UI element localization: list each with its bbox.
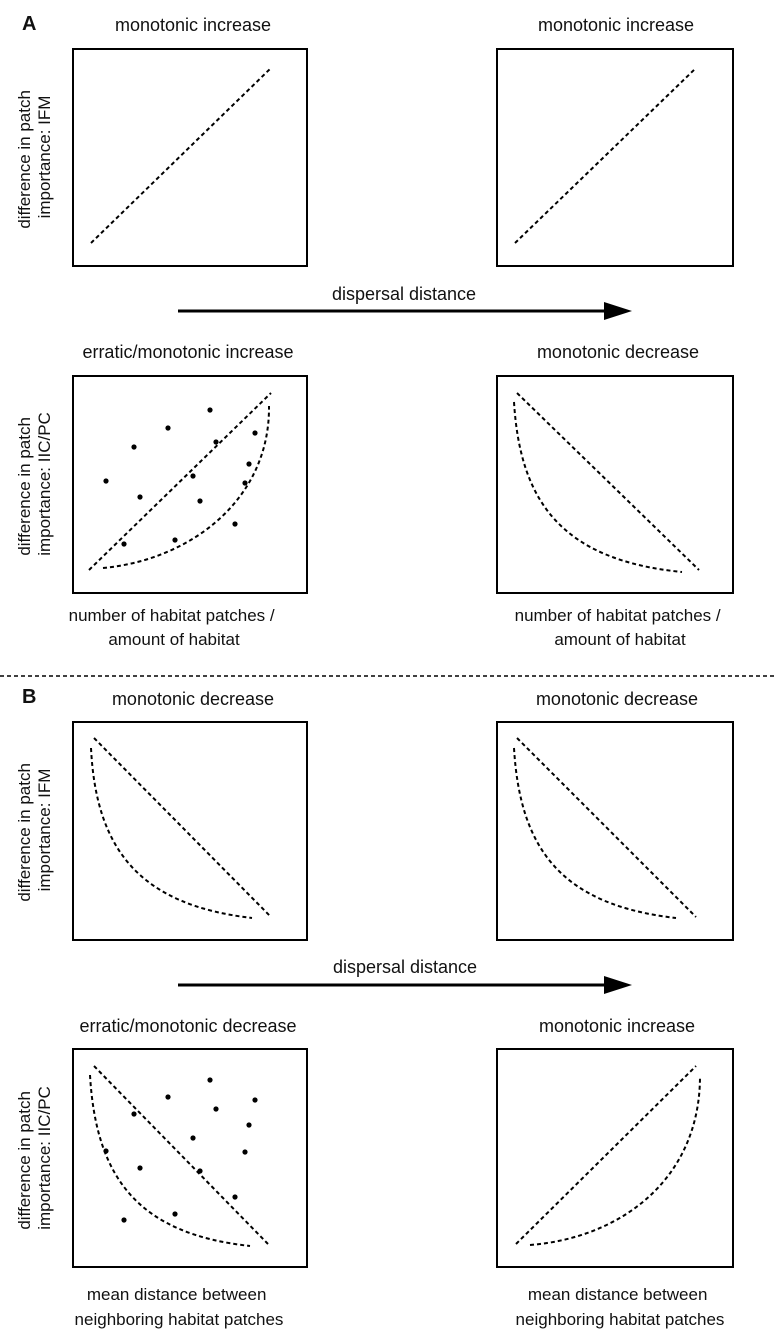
panel-a-xlabel-left-line2: amount of habitat	[108, 630, 240, 649]
panel-a-scatter	[103, 407, 258, 547]
panel-b-top-right-title: monotonic decrease	[536, 689, 698, 709]
panel-b-scatter-dot-13	[172, 1211, 178, 1217]
panel-a-scatter-dot-7	[190, 473, 196, 479]
panel-a-letter: A	[22, 13, 36, 35]
panel-a-arrow-label: dispersal distance	[332, 284, 476, 304]
panel-b-top-right-frame	[496, 721, 734, 941]
panel-b-top-left-curve	[90, 747, 253, 919]
panel-b-scatter-dot-9	[242, 1149, 248, 1155]
panel-a-bottom-right-frame	[496, 375, 734, 594]
panel-a-scatter-dot-2	[165, 425, 171, 431]
panel-b-xlabel-left-line2: neighboring habitat patches	[75, 1310, 284, 1329]
panel-a-ylabel-bottom-line1: difference in patch	[15, 417, 34, 556]
panel-b-bottom-right-curve	[529, 1075, 701, 1246]
panel-b-bottom-right-title: monotonic increase	[539, 1016, 695, 1036]
panel-b-top-right-line	[516, 737, 697, 918]
panel-b-scatter-dot-12	[232, 1194, 238, 1200]
panel-a-xlabel-right-line1: number of habitat patches /	[515, 606, 721, 625]
panel-b-scatter-dot-14	[121, 1217, 127, 1223]
panel-b-bottom-right-frame	[496, 1048, 734, 1268]
panel-b-top-left-title: monotonic decrease	[112, 689, 274, 709]
panel-b-top-left-frame	[72, 721, 308, 941]
panel-a-bottom-right-line	[516, 392, 700, 571]
panel-b-scatter-dot-1	[207, 1077, 213, 1083]
panel-b-scatter-dot-6	[246, 1122, 252, 1128]
panel-a-ylabel-bottom: difference in patch importance: IIC/PC	[15, 412, 54, 556]
panel-a-ylabel-top-line2: importance: IFM	[35, 96, 54, 219]
panel-a-bottom-left-curve	[102, 405, 271, 569]
panel-b-scatter-dot-2	[165, 1094, 171, 1100]
panel-a-arrow-head	[604, 302, 632, 320]
panel-b-bottom-left-line	[93, 1065, 269, 1245]
panel-b-scatter-dot-4	[213, 1106, 219, 1112]
panel-a-scatter-dot-14	[172, 537, 178, 543]
panel-b-xlabel-left: mean distance between neighboring habita…	[75, 1285, 284, 1329]
panel-a-scatter-dot-6	[246, 461, 252, 467]
panel-a-ylabel-top-line1: difference in patch	[15, 90, 34, 229]
panel-b-scatter-dot-8	[103, 1148, 109, 1154]
panel-a-xlabel-left: number of habitat patches / amount of ha…	[69, 606, 280, 649]
panel-a-scatter-dot-3	[213, 439, 219, 445]
panel-b-scatter-dot-11	[197, 1168, 203, 1174]
panel-a-scatter-dot-5	[131, 444, 137, 450]
panel-a-scatter-dot-1	[207, 407, 213, 413]
panel-a-top-left-frame	[72, 48, 308, 267]
panel-a-scatter-dot-13	[121, 541, 127, 547]
panel-b-ylabel-bottom: difference in patch importance: IIC/PC	[15, 1086, 54, 1230]
panel-a-scatter-dot-12	[232, 521, 238, 527]
panel-a-top-right-title: monotonic increase	[538, 15, 694, 35]
panel-b-bottom-left-frame	[72, 1048, 308, 1268]
panel-a-bottom-left-diagonal	[88, 392, 272, 571]
panel-a-bottom-right-curve	[513, 401, 683, 573]
panel-a-bottom-right-title: monotonic decrease	[537, 342, 699, 362]
panel-a-xlabel-right: number of habitat patches / amount of ha…	[515, 606, 726, 649]
panel-b-ylabel-bottom-line2: importance: IIC/PC	[35, 1086, 54, 1230]
panel-a-scatter-dot-10	[137, 494, 143, 500]
panel-b-letter: B	[22, 686, 36, 708]
panel-b-bottom-right-line	[515, 1065, 697, 1245]
panel-b-bottom-left-curve	[89, 1074, 251, 1247]
panel-b-top-left-line	[93, 737, 272, 918]
panel-b-scatter	[103, 1077, 258, 1223]
panel-b-xlabel-right-line2: neighboring habitat patches	[516, 1310, 725, 1329]
panel-b-ylabel-bottom-line1: difference in patch	[15, 1091, 34, 1230]
panel-a-scatter-dot-9	[242, 480, 248, 486]
panel-b-scatter-dot-7	[190, 1135, 196, 1141]
panel-a-ylabel-top: difference in patch importance: IFM	[15, 85, 54, 228]
panel-b-ylabel-top-line2: importance: IFM	[35, 769, 54, 892]
panel-b-scatter-dot-5	[131, 1111, 137, 1117]
panel-a-top-left-line	[90, 67, 272, 244]
panel-a-top-right-line	[514, 67, 697, 244]
panel-a-top-right-frame	[496, 48, 734, 267]
panel-b-xlabel-right-line1: mean distance between	[528, 1285, 708, 1304]
panel-b-scatter-dot-3	[252, 1097, 258, 1103]
panel-a-xlabel-left-line1: number of habitat patches /	[69, 606, 275, 625]
panel-b-top-right-curve	[513, 747, 677, 919]
panel-a-top-left-title: monotonic increase	[115, 15, 271, 35]
panel-a-scatter-dot-4	[252, 430, 258, 436]
panel-a-ylabel-bottom-line2: importance: IIC/PC	[35, 412, 54, 556]
panel-b-ylabel-top-line1: difference in patch	[15, 763, 34, 902]
panel-a-bottom-left-frame	[72, 375, 308, 594]
panel-b-ylabel-top: difference in patch importance: IFM	[15, 758, 54, 901]
panel-a-scatter-dot-11	[197, 498, 203, 504]
panel-b-xlabel-left-line1: mean distance between	[87, 1285, 267, 1304]
panel-a-xlabel-right-line2: amount of habitat	[554, 630, 686, 649]
panel-b-xlabel-right: mean distance between neighboring habita…	[516, 1285, 725, 1329]
panel-b-scatter-dot-10	[137, 1165, 143, 1171]
panel-b-arrow-label: dispersal distance	[333, 957, 477, 977]
panel-b-bottom-left-title: erratic/monotonic decrease	[79, 1016, 296, 1036]
panel-a-scatter-dot-8	[103, 478, 109, 484]
panel-b-arrow-head	[604, 976, 632, 994]
panel-a-bottom-left-title: erratic/monotonic increase	[82, 342, 293, 362]
